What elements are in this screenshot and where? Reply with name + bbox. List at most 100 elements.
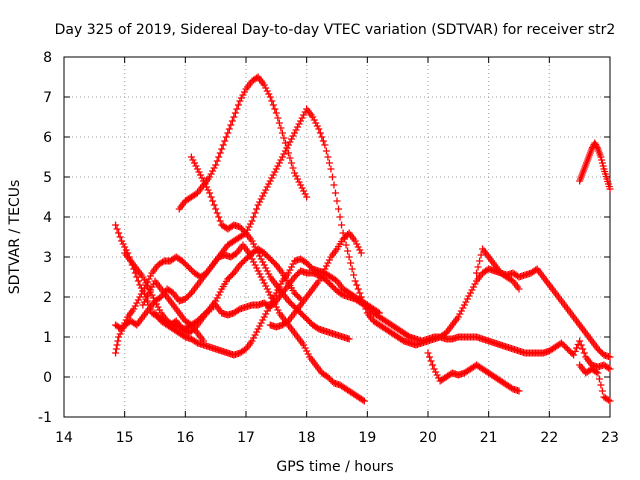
data-point: [322, 262, 330, 270]
data-point: [324, 278, 332, 286]
data-point: [260, 81, 268, 89]
series-track-h: [266, 229, 365, 331]
data-point: [140, 276, 148, 284]
data-point: [356, 246, 364, 254]
x-tick-label: 19: [358, 430, 376, 446]
data-point: [221, 137, 229, 145]
data-point: [209, 167, 217, 175]
data-point: [115, 333, 123, 341]
data-point: [284, 149, 292, 157]
data-point: [257, 255, 265, 263]
data-point: [183, 294, 191, 301]
data-point: [213, 209, 221, 217]
data-point: [463, 295, 471, 303]
data-point: [236, 261, 244, 269]
data-point: [466, 289, 474, 297]
data-point: [324, 153, 332, 161]
data-point: [269, 258, 277, 266]
data-point: [310, 116, 318, 124]
data-point: [262, 310, 270, 318]
data-point: [301, 314, 309, 321]
data-point: [207, 170, 215, 178]
y-axis-tick-labels: -1 0 1 2 3 4 5 6 7 8: [38, 50, 52, 426]
data-point: [325, 159, 333, 167]
data-point: [262, 282, 270, 290]
data-point: [253, 264, 261, 272]
data-point: [212, 205, 220, 213]
y-tick-label: 7: [43, 90, 52, 106]
series-track-m: [139, 277, 208, 345]
data-point: [268, 97, 276, 105]
data-point: [250, 334, 258, 342]
data-point: [156, 306, 164, 314]
data-point: [286, 138, 294, 146]
data-point: [114, 337, 122, 345]
data-point: [424, 349, 432, 357]
data-point: [178, 257, 186, 265]
data-point: [234, 101, 242, 109]
data-point: [195, 168, 203, 176]
data-point: [606, 365, 614, 373]
data-point: [231, 109, 239, 117]
data-point: [231, 250, 239, 258]
data-point: [213, 157, 221, 165]
data-point: [183, 262, 191, 269]
data-point: [301, 108, 309, 116]
data-point: [248, 217, 256, 225]
data-point: [201, 270, 209, 278]
data-point: [357, 249, 365, 257]
data-point: [291, 129, 299, 137]
data-point: [227, 121, 235, 129]
data-point: [248, 255, 256, 263]
data-point: [288, 159, 295, 167]
data-point: [159, 258, 167, 266]
data-point: [265, 90, 273, 98]
data-point: [195, 316, 203, 323]
data-point: [151, 297, 159, 305]
data-point: [604, 364, 612, 372]
data-point: [262, 186, 270, 194]
data-point: [233, 105, 241, 113]
data-point: [375, 309, 383, 317]
data-point: [325, 280, 333, 287]
data-point: [462, 298, 470, 306]
series-track-f: [187, 153, 353, 343]
data-point: [268, 298, 276, 306]
data-point: [598, 159, 606, 167]
data-point: [331, 189, 339, 197]
data-point: [234, 306, 242, 314]
data-point: [274, 162, 282, 170]
data-point: [303, 193, 311, 201]
data-point: [271, 105, 279, 113]
data-point: [240, 88, 248, 96]
data-point: [116, 233, 124, 241]
data-point: [321, 275, 329, 283]
data-point: [454, 313, 462, 321]
data-point: [292, 272, 300, 279]
data-point: [300, 111, 308, 119]
data-point: [338, 290, 346, 298]
data-point: [228, 117, 236, 125]
data-point: [257, 319, 265, 327]
data-point: [253, 205, 261, 213]
data-point: [592, 141, 600, 148]
data-point: [316, 129, 324, 137]
data-point: [192, 162, 200, 170]
y-tick-label: 3: [43, 250, 52, 266]
data-point: [277, 156, 285, 164]
x-tick-label: 15: [116, 430, 134, 446]
data-point: [189, 156, 197, 164]
data-point: [204, 307, 212, 314]
data-point: [476, 257, 484, 265]
data-point: [284, 297, 292, 305]
data-point: [272, 109, 280, 117]
data-point: [262, 264, 270, 272]
data-point: [122, 316, 130, 324]
data-point: [319, 137, 327, 145]
data-point: [300, 187, 308, 195]
data-point: [294, 292, 302, 300]
data-point: [286, 154, 294, 162]
data-point: [139, 287, 147, 295]
data-point: [599, 162, 607, 170]
data-point: [228, 271, 236, 278]
